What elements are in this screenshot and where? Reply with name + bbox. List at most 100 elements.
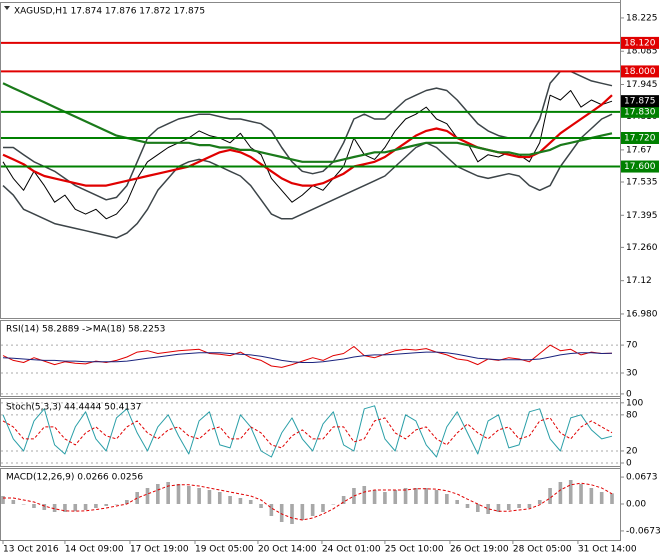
macd-bar bbox=[21, 504, 26, 505]
macd-bar bbox=[176, 484, 181, 504]
x-tick-label: 20 Oct 14:00 bbox=[258, 545, 317, 555]
x-tick-label: 17 Oct 19:00 bbox=[130, 545, 189, 555]
macd-bar bbox=[1, 496, 5, 504]
macd-bar bbox=[186, 486, 191, 504]
macd-bar bbox=[599, 492, 604, 504]
series-line bbox=[2, 417, 613, 449]
level-price-label: 18.120 bbox=[624, 38, 656, 48]
macd-bar bbox=[300, 504, 305, 520]
y-tick-label: 17.12 bbox=[626, 276, 652, 286]
macd-bar bbox=[465, 504, 470, 508]
series-line bbox=[2, 351, 613, 363]
level-price-box bbox=[621, 36, 659, 49]
y-tick-label: 17.945 bbox=[626, 80, 658, 90]
panel-title: Stoch(5,3,3) 44.4444 50.4137 bbox=[6, 403, 141, 413]
macd-bar bbox=[63, 504, 67, 512]
macd-bar bbox=[321, 504, 325, 512]
macd-bar bbox=[125, 500, 129, 504]
macd-bar bbox=[455, 500, 459, 504]
macd-bar bbox=[517, 504, 521, 508]
macd-bar bbox=[496, 504, 501, 512]
macd-bar bbox=[486, 504, 490, 514]
macd-bar bbox=[362, 486, 367, 504]
series-line bbox=[2, 405, 613, 458]
macd-bar bbox=[445, 494, 449, 504]
macd-bar bbox=[259, 504, 263, 508]
macd-bar bbox=[83, 504, 88, 510]
last-price-box bbox=[621, 95, 659, 108]
macd-bar bbox=[104, 504, 109, 506]
macd-bar bbox=[248, 500, 253, 504]
y-tick-label: 16.980 bbox=[626, 309, 658, 319]
macd-bar bbox=[42, 504, 47, 510]
panel-frame bbox=[0, 320, 621, 397]
macd-bar bbox=[197, 488, 201, 504]
y-tick-label: -0.0673 bbox=[626, 526, 660, 536]
x-tick-label: 26 Oct 19:00 bbox=[450, 545, 509, 555]
macd-bar bbox=[537, 500, 542, 504]
y-tick-label: 17.395 bbox=[626, 211, 658, 221]
x-tick-label: 19 Oct 05:00 bbox=[195, 545, 254, 555]
level-price-label: 17.600 bbox=[624, 162, 656, 172]
macd-bar bbox=[145, 488, 150, 504]
level-price-box bbox=[621, 65, 659, 78]
macd-bar bbox=[269, 504, 274, 516]
macd-bar bbox=[403, 488, 408, 504]
x-tick-label: 28 Oct 05:00 bbox=[513, 545, 572, 555]
panel-title: XAGUSD,H1 17.874 17.876 17.872 17.875 bbox=[14, 7, 205, 17]
level-price-box bbox=[621, 132, 659, 145]
y-tick-label: 0.0673 bbox=[626, 473, 658, 483]
macd-bar bbox=[32, 504, 36, 508]
y-tick-label: 0.00 bbox=[626, 500, 646, 510]
macd-bar bbox=[114, 504, 119, 505]
y-tick-label: 17.67 bbox=[626, 145, 652, 155]
level-price-label: 17.720 bbox=[624, 134, 656, 144]
x-tick-label: 24 Oct 01:00 bbox=[322, 545, 381, 555]
macd-bar bbox=[341, 496, 346, 504]
level-price-label: 17.830 bbox=[624, 107, 656, 117]
macd-bar bbox=[383, 492, 387, 504]
y-tick-label: 0 bbox=[626, 389, 632, 399]
macd-bar bbox=[579, 484, 583, 504]
macd-bar bbox=[94, 504, 98, 508]
series-line bbox=[3, 482, 613, 521]
y-tick-label: 18.085 bbox=[626, 47, 658, 57]
macd-bar bbox=[548, 488, 552, 504]
panel-title: RSI(14) 58.2889 ->MA(18) 58.2253 bbox=[6, 325, 165, 335]
macd-bar bbox=[568, 480, 573, 504]
series-line bbox=[2, 82, 613, 163]
x-tick-label: 13 Oct 2016 bbox=[3, 545, 59, 555]
y-tick-label: 17.535 bbox=[626, 177, 658, 187]
macd-bar bbox=[156, 484, 160, 504]
y-tick-label: 17.260 bbox=[626, 243, 658, 253]
macd-bar bbox=[217, 492, 222, 504]
x-tick-label: 31 Oct 14:00 bbox=[578, 545, 637, 555]
y-tick-label: 30 bbox=[626, 368, 638, 378]
macd-bar bbox=[610, 493, 614, 504]
macd-bar bbox=[476, 504, 480, 512]
y-tick-label: 0 bbox=[626, 458, 632, 468]
series-line bbox=[2, 113, 613, 239]
macd-bar bbox=[589, 488, 594, 504]
panel-title: MACD(12,26,9) 0.0266 0.0256 bbox=[6, 473, 143, 483]
macd-bar bbox=[527, 504, 532, 508]
y-tick-label: 80 bbox=[626, 410, 638, 420]
macd-bar bbox=[135, 492, 139, 504]
macd-bar bbox=[393, 490, 398, 504]
symbol-menu-icon[interactable] bbox=[4, 6, 10, 10]
level-price-box bbox=[621, 160, 659, 173]
macd-bar bbox=[372, 490, 377, 504]
macd-bar bbox=[11, 500, 16, 504]
macd-bar bbox=[434, 490, 439, 504]
macd-bar bbox=[290, 504, 294, 524]
macd-bar bbox=[166, 482, 170, 504]
macd-bar bbox=[228, 496, 232, 504]
macd-bar bbox=[207, 490, 212, 504]
macd-bar bbox=[331, 504, 336, 505]
x-tick-label: 14 Oct 09:00 bbox=[65, 545, 124, 555]
y-tick-label: 18.225 bbox=[626, 13, 658, 23]
macd-bar bbox=[414, 488, 418, 504]
level-price-label: 18.000 bbox=[624, 67, 656, 77]
macd-bar bbox=[310, 504, 315, 516]
